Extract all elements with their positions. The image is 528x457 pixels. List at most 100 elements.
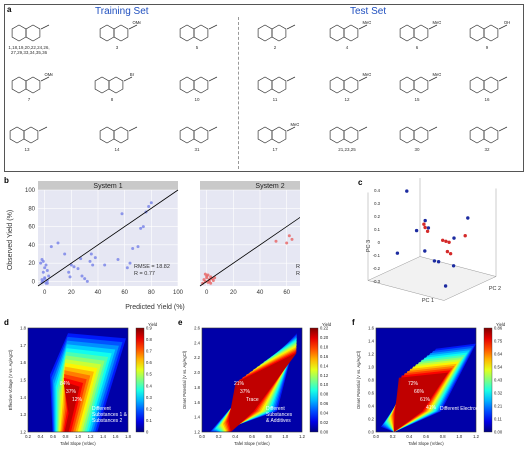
colorbar-tick-label: 0.2 [146,406,152,411]
colorbar-tick-label: 0.10 [320,382,329,387]
y-tick-label: 2.0 [194,370,200,375]
training-set-title: Training Set [95,6,149,17]
pca-point [425,229,430,233]
y-tick-label: 20 [28,261,35,267]
molecule-number: 6 [415,45,419,50]
pca-point [395,251,400,255]
metric-annotation: RMSE = 10.16 [296,264,300,270]
heatmap-area [202,328,302,432]
ring-bond [399,126,415,144]
data-point [206,273,210,277]
x-tick-label: 0.2 [25,434,31,439]
data-point [93,256,97,260]
data-point [45,268,49,272]
legend-line: Different [266,406,285,412]
yield-label: 61% [420,397,431,403]
x-tick-label: 1.0 [456,434,462,439]
legend-line: Substances 1 & [92,412,128,418]
panel-a-letter: a [7,5,12,14]
molecule-number: 1,18,19,20,22,24,26, 27,29,33,34,35,36 [8,45,50,55]
side-bond [498,76,508,82]
molecule-structure [257,24,296,42]
pca-point [405,189,409,193]
ring-bond [108,76,124,94]
ring-bond [469,76,485,94]
colorbar-tick-label: 0.32 [494,391,503,396]
system-header: System 1 [93,183,122,190]
ring-bond [329,24,345,42]
data-point [45,281,49,285]
colorbar-tick-label: 0.9 [146,326,152,331]
ring-bond [257,76,273,94]
x-tick-label: 0 [43,290,47,296]
molecule-structure [469,126,508,144]
colorbar-tick-label: 0.43 [494,378,503,383]
colorbar-tick-label: 0.00 [320,430,329,435]
y-tick-label: 0 [32,279,36,285]
side-bond [358,24,368,30]
side-bond [123,76,133,82]
side-bond [208,24,218,30]
ring-bond [399,76,415,94]
x-axis-label: Tafel Slope (V/dec) [60,441,96,446]
panel_a.training_molecules-molecule: 31 [173,121,221,152]
pc3-tick-label: -0.3 [373,279,381,284]
heatmap-area [28,328,128,432]
contour-band [63,381,80,432]
side-bond [128,24,138,30]
metric-annotation: R = 0.97 [296,271,300,277]
ring-bond [99,24,115,42]
panel-b-xlabel: Predicted Yield (%) [125,304,185,311]
side-bond [286,76,296,82]
test-set-title: Test Set [350,6,387,17]
yield-label: 41% [426,405,437,411]
ring-bond [179,126,195,144]
x-tick-label: 0.2 [216,434,222,439]
y-tick-label: 1.0 [368,365,374,370]
side-bond [128,126,138,132]
y-tick-label: 2.4 [194,340,200,345]
panel_a.training_molecules-molecule: 10 [173,71,221,102]
colorbar-tick-label: 0.12 [320,373,329,378]
x-tick-label: 0 [205,290,209,296]
pca-point [414,228,419,233]
molecule-number: 32 [484,147,490,152]
ring-bond [193,76,209,94]
substituent-label: MeO [362,20,371,25]
data-point [41,270,45,274]
molecule-structure [329,126,368,144]
heatmap-area [376,328,476,432]
x-tick-label: 0.6 [423,434,429,439]
side-bond [428,126,438,132]
side-bond [40,76,50,82]
yield-label: 12% [72,397,83,403]
panel-f-letter: f [352,318,355,327]
data-point [285,241,289,245]
ring-bond [343,24,359,42]
data-point [83,277,87,281]
pca-point [448,252,453,256]
pca-point [445,249,450,254]
panel_a.test_molecules-molecule: MeO 15 [393,71,441,102]
colorbar-tick-label: 0.08 [320,392,329,397]
data-point [131,247,135,251]
molecule-number: 30 [414,147,420,152]
x-tick-label: 0.4 [38,434,44,439]
y-tick-label: 0.8 [368,378,374,383]
colorbar-tick-label: 0.86 [494,326,503,331]
molecule-structure [11,24,50,42]
molecule-structure: MeO [399,20,441,42]
colorbar-tick-label: 0.5 [146,372,152,377]
ring-bond [113,24,129,42]
y-axis-label: Onset Potential (V vs. Ag/AgCl) [182,350,187,409]
x-tick-label: 80 [148,290,155,296]
y-tick-label: 1.6 [20,360,26,365]
ring-bond [329,126,345,144]
pc3-tick-label: -0.1 [373,253,381,258]
panel_a.training_molecules-molecule: Br 8 [88,71,136,102]
ring-bond [399,24,415,42]
ring-bond [11,24,27,42]
ring-bond [179,24,195,42]
ring-bond [343,126,359,144]
substituent-label: MeO [290,122,299,127]
